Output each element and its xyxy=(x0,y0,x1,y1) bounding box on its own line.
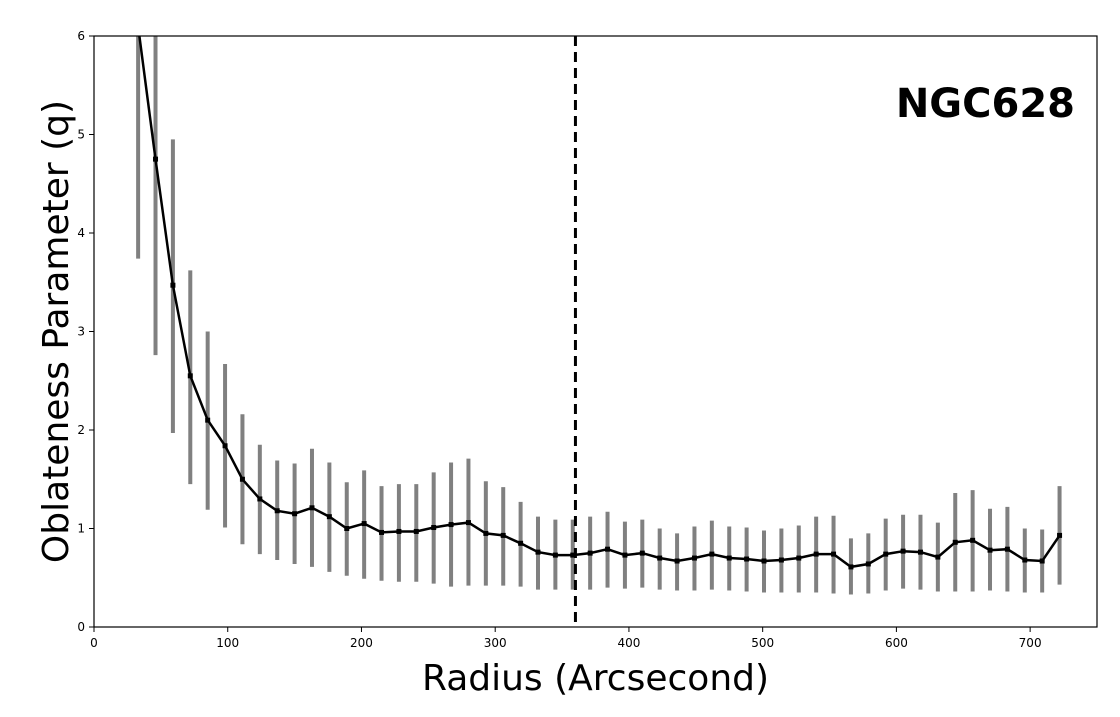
data-point xyxy=(570,552,576,558)
data-point xyxy=(900,548,906,554)
data-point xyxy=(639,550,645,556)
data-point xyxy=(1057,532,1063,538)
data-point xyxy=(257,496,263,502)
x-tick-label: 300 xyxy=(484,636,507,650)
data-point xyxy=(344,526,350,531)
data-point xyxy=(970,537,976,543)
data-point xyxy=(500,532,506,538)
data-point xyxy=(935,554,941,560)
data-point xyxy=(535,549,541,555)
data-point xyxy=(709,551,715,557)
data-point xyxy=(865,561,871,567)
data-point xyxy=(326,514,332,520)
data-point xyxy=(917,549,923,555)
marker-group xyxy=(153,156,1063,570)
data-point xyxy=(1022,557,1028,563)
data-point xyxy=(274,508,280,514)
x-axis-title: Radius (Arcsecond) xyxy=(422,658,769,699)
data-point xyxy=(153,156,159,162)
data-point xyxy=(170,282,176,288)
data-point xyxy=(379,529,385,535)
y-tick-label: 0 xyxy=(77,620,85,634)
galaxy-label: NGC628 xyxy=(896,81,1075,127)
data-point xyxy=(483,530,489,536)
data-point xyxy=(605,546,611,552)
y-axis-ticks: 0 1 2 3 4 5 6 xyxy=(77,29,94,634)
x-tick-label: 600 xyxy=(885,636,908,650)
data-point xyxy=(796,555,802,561)
data-point xyxy=(813,551,819,557)
data-point xyxy=(431,525,437,531)
data-point xyxy=(691,555,697,561)
series-line xyxy=(138,36,1061,569)
data-point xyxy=(622,552,628,558)
data-point xyxy=(883,551,889,557)
data-point xyxy=(1039,558,1045,564)
x-tick-label: 200 xyxy=(350,636,373,650)
data-point xyxy=(987,547,993,553)
data-point xyxy=(552,552,558,558)
data-point xyxy=(726,555,732,561)
data-point xyxy=(309,505,315,511)
data-point xyxy=(848,564,854,570)
x-tick-label: 100 xyxy=(216,636,239,650)
data-point xyxy=(465,520,471,526)
data-point xyxy=(239,476,245,482)
data-point xyxy=(778,557,784,563)
y-tick-label: 5 xyxy=(77,128,85,142)
y-tick-label: 4 xyxy=(77,226,85,240)
y-tick-label: 3 xyxy=(77,325,85,339)
data-point xyxy=(657,555,663,561)
data-point xyxy=(674,558,680,564)
data-point xyxy=(292,511,298,517)
x-tick-label: 700 xyxy=(1019,636,1042,650)
y-tick-label: 1 xyxy=(77,522,85,536)
x-tick-label: 400 xyxy=(617,636,640,650)
y-axis-title: Oblateness Parameter (q) xyxy=(36,100,77,563)
data-point xyxy=(448,522,454,528)
y-tick-label: 6 xyxy=(77,29,85,43)
data-point xyxy=(744,556,750,562)
data-point xyxy=(413,528,419,534)
x-tick-label: 0 xyxy=(90,636,98,650)
x-tick-label: 500 xyxy=(751,636,774,650)
data-point xyxy=(831,551,837,557)
data-point xyxy=(222,443,228,449)
data-point xyxy=(1004,546,1010,552)
data-point xyxy=(396,528,402,534)
x-axis-ticks: 0 100 200 300 400 500 600 700 xyxy=(90,627,1042,650)
data-point xyxy=(205,417,211,423)
data-point xyxy=(361,521,367,527)
data-point xyxy=(518,540,524,546)
data-point xyxy=(761,558,767,564)
data-point xyxy=(952,539,958,545)
data-point xyxy=(187,373,193,379)
y-tick-label: 2 xyxy=(77,423,85,437)
data-point xyxy=(587,550,593,556)
